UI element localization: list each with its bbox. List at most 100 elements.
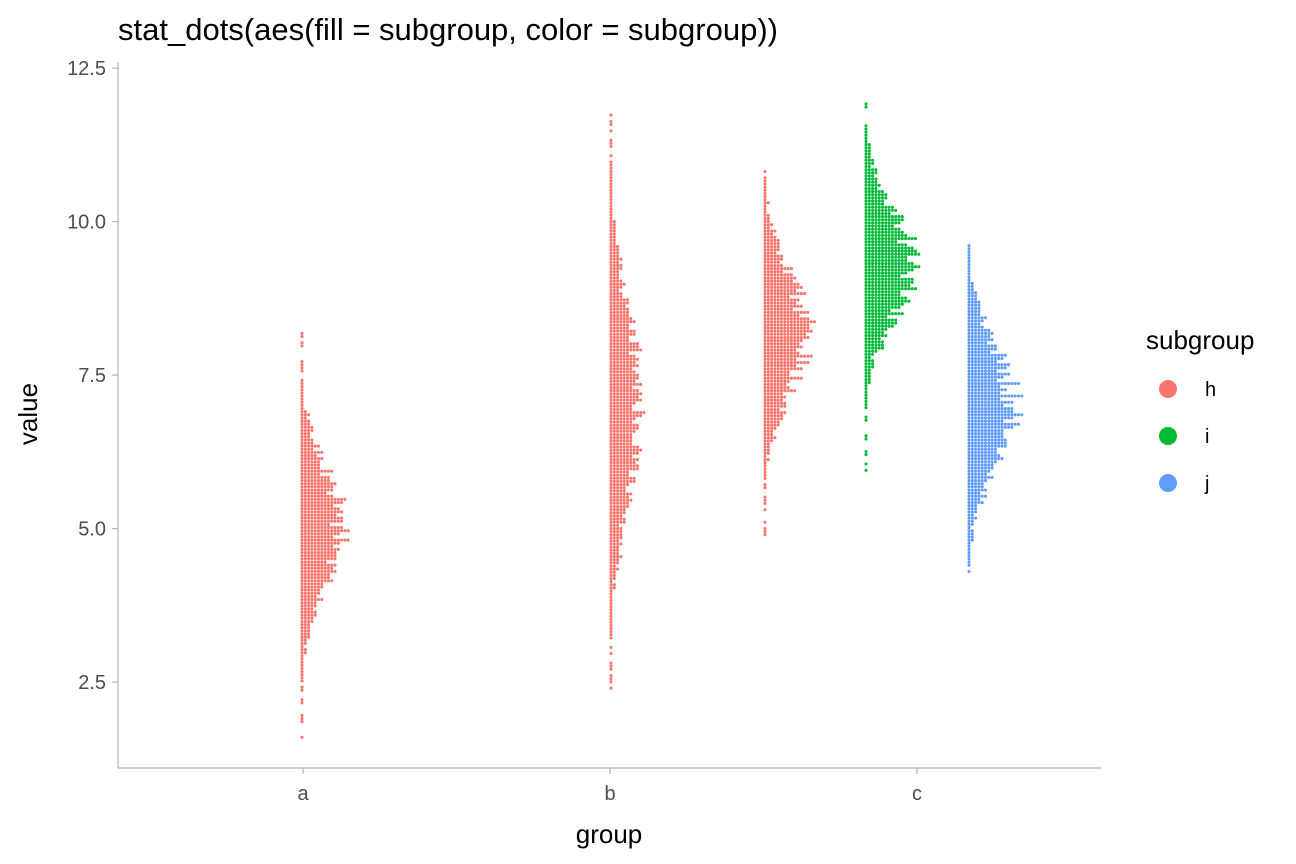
dot-h	[313, 547, 317, 551]
dot-i	[890, 299, 894, 303]
dot-h	[763, 191, 767, 195]
dot-h	[320, 538, 324, 542]
dot-h	[796, 304, 800, 308]
dot-h	[313, 453, 317, 458]
dot-h	[773, 326, 777, 330]
dot-h	[625, 348, 630, 352]
dot-h	[779, 417, 784, 421]
dot-h	[779, 404, 784, 408]
dot-j	[967, 466, 971, 470]
dot-h	[612, 329, 616, 333]
dot-i	[864, 227, 868, 231]
dot-h	[612, 551, 616, 555]
dot-h	[793, 285, 797, 289]
dot-h	[616, 539, 620, 543]
dot-h	[303, 613, 307, 617]
dot-h	[619, 448, 623, 452]
dot-i	[867, 268, 871, 272]
dot-i	[880, 265, 885, 269]
dot-h	[766, 326, 770, 330]
dot-h	[783, 292, 787, 296]
dot-h	[333, 569, 337, 573]
dot-h	[616, 498, 620, 502]
dot-i	[894, 296, 898, 300]
dot-i	[904, 287, 908, 291]
dot-i	[864, 274, 868, 278]
dot-h	[776, 407, 780, 412]
dot-h	[609, 467, 613, 471]
dot-h	[770, 263, 774, 268]
dot-i	[867, 352, 871, 356]
dot-i	[867, 252, 871, 256]
dot-h	[326, 569, 330, 573]
dot-h	[776, 367, 780, 371]
dot-h	[300, 588, 304, 592]
dot-h	[625, 470, 630, 474]
dot-i	[880, 330, 885, 335]
dot-h	[300, 522, 304, 526]
dot-h	[622, 454, 626, 458]
dot-h	[793, 276, 797, 280]
dot-h	[763, 226, 767, 230]
dot-h	[310, 607, 314, 611]
dot-h	[300, 698, 304, 702]
dot-h	[763, 414, 767, 418]
dot-j	[970, 504, 974, 508]
dot-i	[907, 237, 911, 241]
dot-i	[887, 299, 891, 303]
dot-i	[864, 312, 868, 316]
dot-j	[970, 479, 974, 483]
dot-h	[612, 483, 616, 487]
dot-j	[980, 331, 984, 335]
dot-i	[867, 296, 871, 300]
dot-h	[307, 576, 311, 580]
dot-h	[625, 323, 630, 327]
dot-i	[910, 265, 914, 269]
dot-h	[639, 382, 643, 386]
dot-h	[616, 542, 620, 546]
dot-i	[910, 237, 914, 241]
dot-h	[766, 257, 770, 261]
dot-i	[871, 365, 875, 369]
dot-i	[900, 265, 904, 269]
dot-h	[320, 519, 324, 523]
dot-h	[622, 335, 626, 339]
dot-j	[983, 425, 988, 429]
dot-h	[616, 548, 620, 552]
dot-h	[779, 307, 784, 311]
dot-h	[300, 391, 304, 395]
dot-h	[763, 260, 767, 264]
dot-i	[864, 315, 868, 319]
dot-h	[776, 342, 780, 346]
dot-h	[773, 404, 777, 408]
dot-h	[307, 585, 311, 589]
dot-i	[864, 155, 868, 159]
dot-h	[773, 235, 777, 239]
dot-i	[887, 265, 891, 269]
dot-h	[313, 591, 317, 595]
dot-h	[809, 354, 813, 358]
dot-j	[997, 438, 1001, 442]
dot-h	[763, 185, 767, 189]
dot-h	[616, 514, 620, 518]
dot-h	[793, 329, 797, 333]
dot-h	[789, 357, 793, 361]
dot-i	[897, 258, 901, 263]
dot-h	[343, 538, 347, 542]
dot-j	[970, 410, 974, 414]
dot-i	[880, 280, 885, 284]
dot-j	[967, 507, 971, 511]
dot-i	[864, 381, 868, 385]
dot-h	[779, 276, 784, 280]
dot-i	[884, 208, 888, 212]
dot-h	[786, 379, 790, 383]
dot-j	[977, 482, 981, 486]
dot-h	[763, 451, 767, 455]
dot-i	[867, 205, 871, 209]
dot-i	[884, 193, 888, 197]
dot-h	[622, 508, 626, 512]
dot-h	[619, 501, 623, 505]
dot-h	[629, 320, 633, 324]
dot-j	[997, 457, 1001, 461]
dot-h	[793, 367, 797, 371]
